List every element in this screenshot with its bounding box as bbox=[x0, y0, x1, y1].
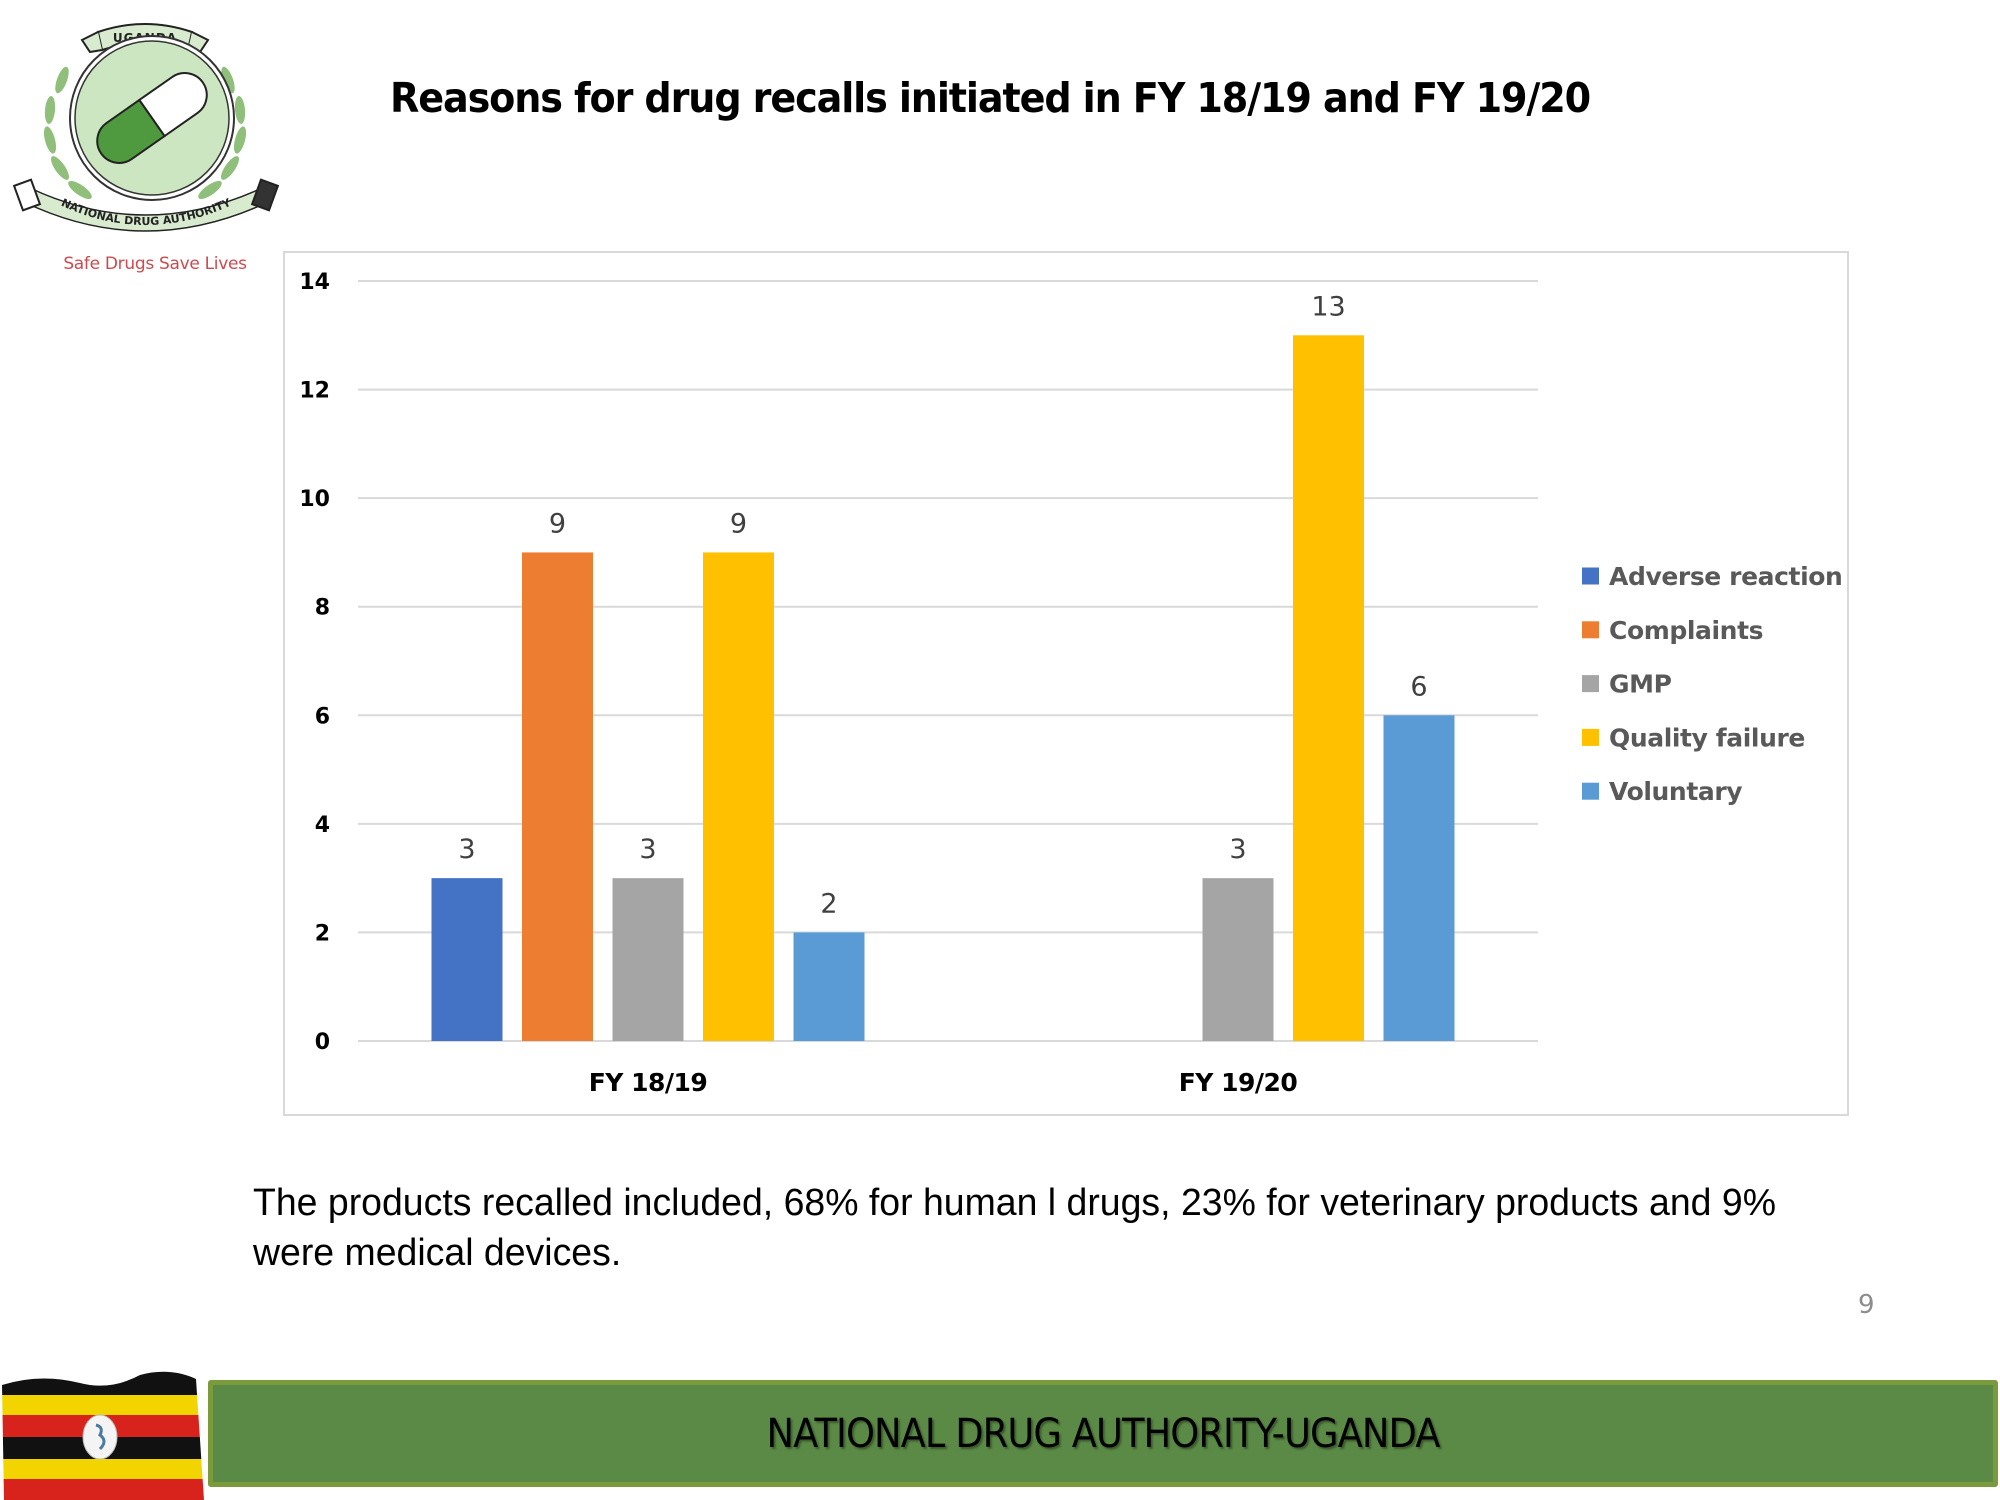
bar-adverse-reaction-0 bbox=[431, 878, 503, 1041]
y-tick-label: 2 bbox=[315, 921, 330, 946]
data-label: 6 bbox=[1410, 671, 1427, 702]
bar-gmp-0 bbox=[612, 878, 684, 1041]
capsule-icon bbox=[96, 72, 208, 164]
legend-swatch bbox=[1582, 621, 1599, 639]
bar-voluntary-1 bbox=[1383, 715, 1455, 1041]
uganda-flag-icon bbox=[2, 1371, 204, 1500]
x-category-label: FY 19/20 bbox=[1179, 1068, 1298, 1097]
body-text: The products recalled included, 68% for … bbox=[253, 1182, 1776, 1274]
bar-complaints-0 bbox=[522, 552, 593, 1041]
y-tick-label: 10 bbox=[299, 487, 330, 512]
x-axis-categories: FY 18/19 FY 19/20 bbox=[589, 1068, 1298, 1097]
laurel-right-icon bbox=[198, 66, 247, 200]
y-tick-label: 14 bbox=[299, 270, 330, 295]
bar-gmp-1 bbox=[1202, 878, 1274, 1041]
legend-swatch bbox=[1582, 782, 1599, 800]
data-label: 9 bbox=[549, 508, 566, 539]
bar-quality-failure-0 bbox=[703, 552, 774, 1041]
legend-label: Quality failure bbox=[1609, 723, 1805, 752]
footer-banner-text: NATIONAL DRUG AUTHORITY-UGANDA bbox=[766, 1410, 1440, 1457]
legend-label: GMP bbox=[1609, 670, 1672, 699]
y-tick-label: 8 bbox=[315, 596, 330, 621]
legend: Adverse reaction Complaints GMP Quality fai… bbox=[1582, 562, 1843, 806]
slide-title: Reasons for drug recalls initiated in FY… bbox=[390, 74, 1591, 122]
y-tick-label: 12 bbox=[299, 379, 330, 404]
y-axis-ticks: 0 2 4 6 8 10 12 14 bbox=[299, 270, 330, 1055]
nda-logo: UGANDA NATIONAL DRUG AUTHORITY Safe Drug… bbox=[10, 10, 280, 280]
nda-emblem-icon: UGANDA NATIONAL DRUG AUTHORITY bbox=[12, 23, 280, 232]
data-label: 13 bbox=[1311, 291, 1345, 322]
legend-swatch bbox=[1582, 728, 1599, 746]
data-labels: 3 9 3 9 2 3 13 6 bbox=[458, 291, 1427, 919]
y-tick-label: 0 bbox=[315, 1030, 330, 1055]
bar-voluntary-0 bbox=[793, 932, 865, 1041]
page-number: 9 bbox=[1858, 1290, 1875, 1320]
legend-label: Voluntary bbox=[1609, 777, 1742, 806]
data-label: 9 bbox=[730, 508, 747, 539]
data-label: 3 bbox=[458, 834, 475, 865]
bar-quality-failure-1 bbox=[1293, 335, 1364, 1041]
data-label: 3 bbox=[1229, 834, 1246, 865]
y-tick-label: 6 bbox=[315, 704, 330, 729]
legend-swatch bbox=[1582, 567, 1599, 585]
legend-swatch bbox=[1582, 675, 1599, 693]
x-category-label: FY 18/19 bbox=[589, 1068, 708, 1097]
bars bbox=[431, 335, 1455, 1041]
data-label: 3 bbox=[639, 834, 656, 865]
legend-label: Complaints bbox=[1609, 616, 1763, 645]
footer-banner: NATIONAL DRUG AUTHORITY-UGANDA bbox=[208, 1380, 1998, 1487]
data-label: 2 bbox=[820, 888, 837, 919]
y-tick-label: 4 bbox=[315, 813, 330, 838]
logo-tagline: Safe Drugs Save Lives bbox=[63, 254, 247, 274]
crested-crane-icon bbox=[95, 1423, 106, 1451]
legend-label: Adverse reaction bbox=[1609, 562, 1842, 591]
laurel-left-icon bbox=[43, 66, 92, 200]
